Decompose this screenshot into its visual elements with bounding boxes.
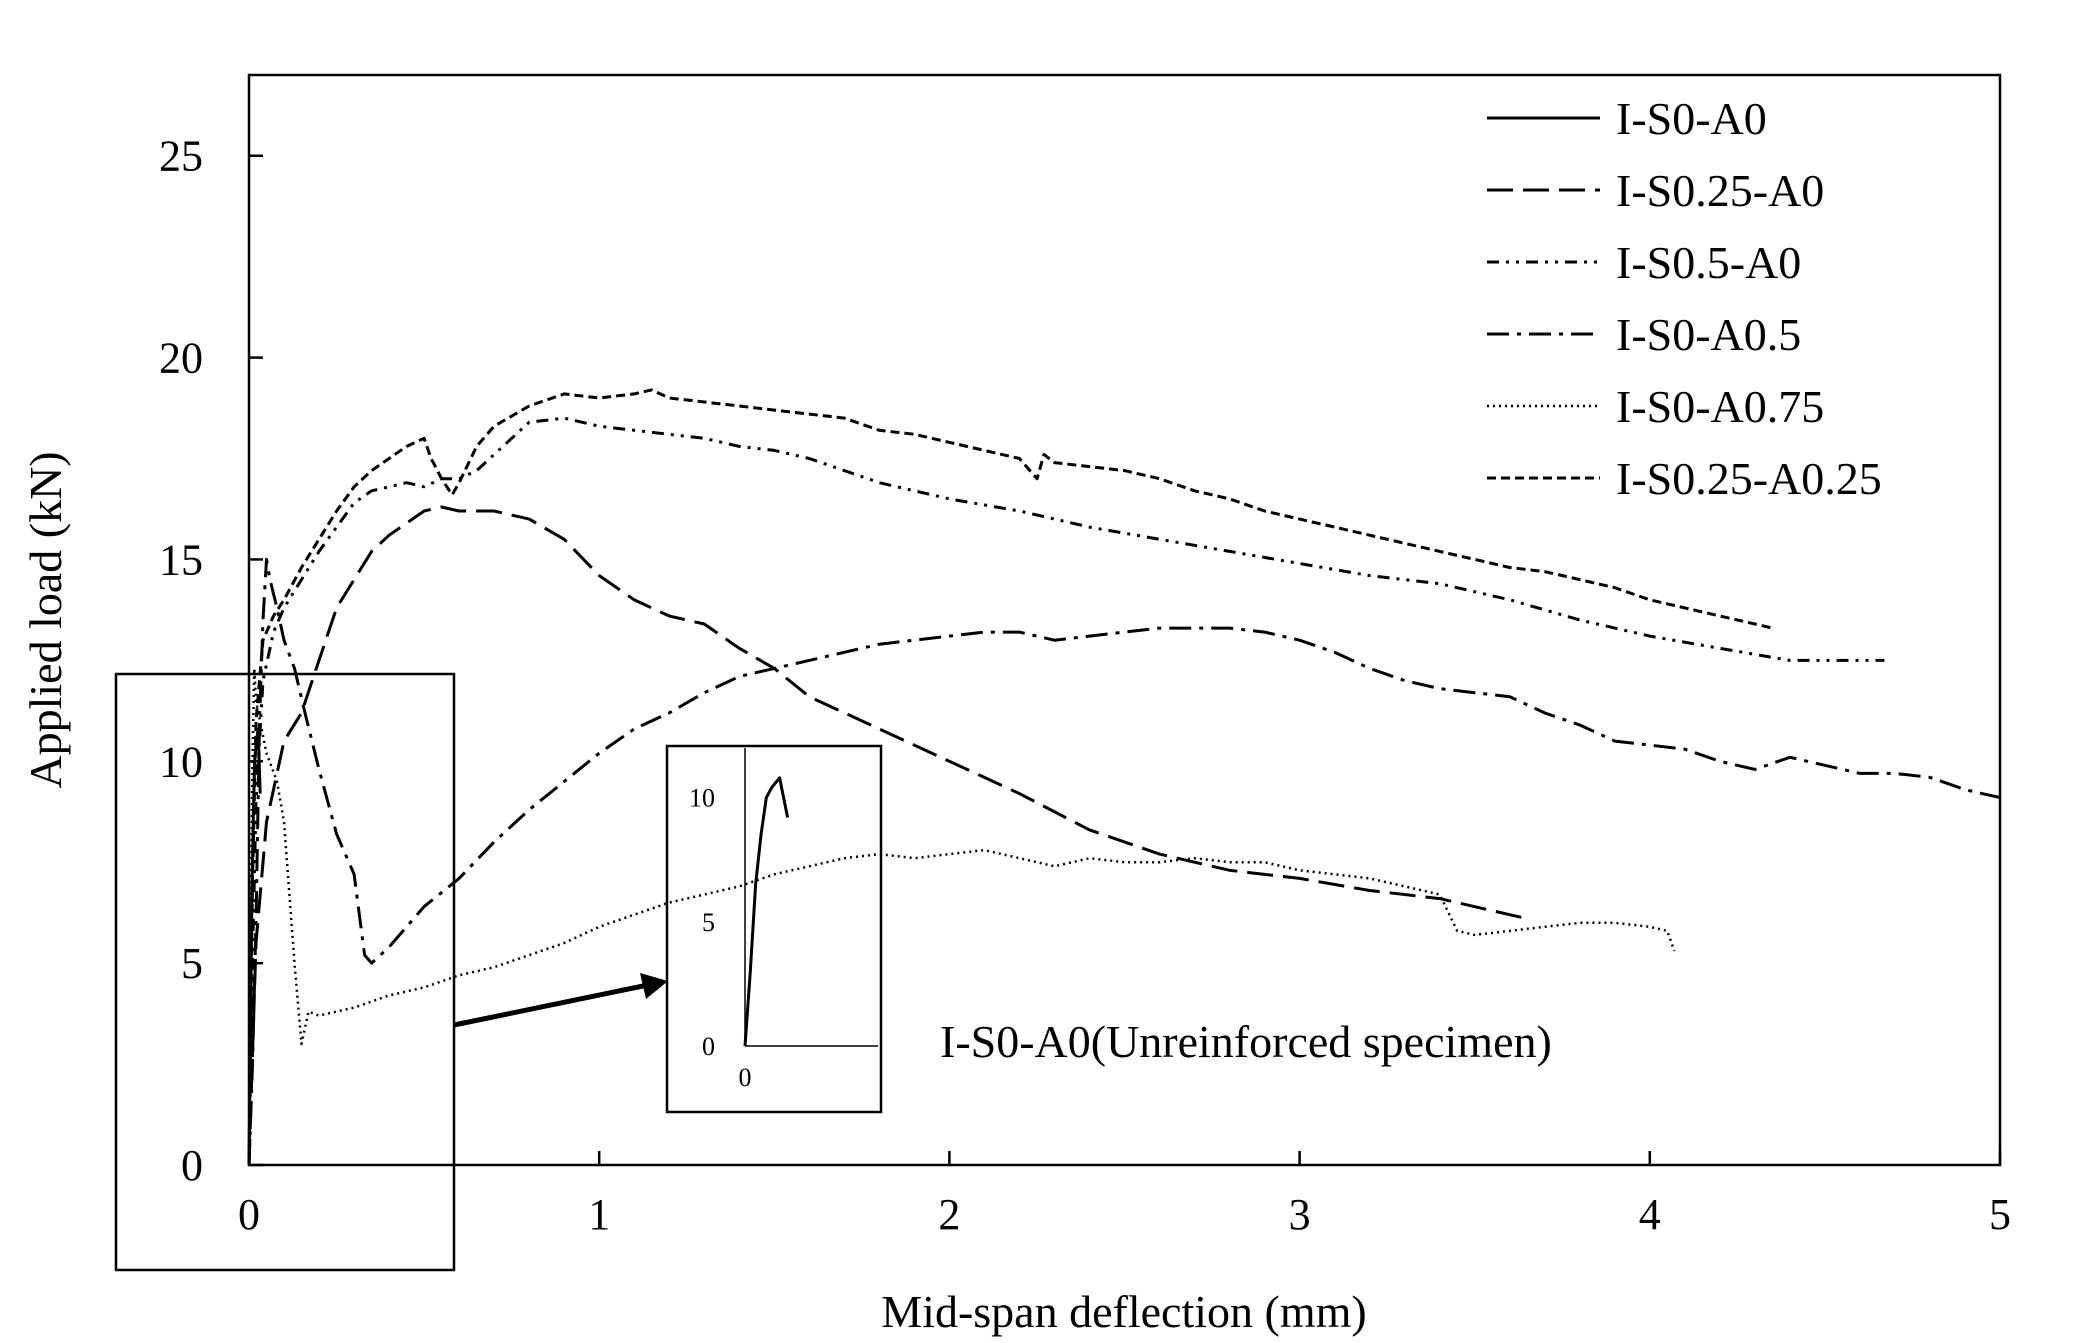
legend-label: I-S0-A0 xyxy=(1616,93,1767,144)
y-tick-label: 15 xyxy=(159,535,203,584)
legend: I-S0-A0 I-S0.25-A0 I-S0.5-A0 I-S0-A0.5 I-S0-… xyxy=(1487,93,1882,504)
series-line-I-S0-A0.5 xyxy=(247,557,2001,1166)
y-tick-label: 5 xyxy=(181,939,203,988)
x-tick-label: 5 xyxy=(1989,1190,2011,1239)
series-line-I-S0.25-A0 xyxy=(247,505,1528,1166)
inset-y-tick-label: 10 xyxy=(689,784,715,813)
y-tick-label: 0 xyxy=(181,1141,203,1190)
x-tick-label: 3 xyxy=(1289,1190,1311,1239)
x-tick-label: 0 xyxy=(238,1190,260,1239)
legend-label: I-S0.25-A0 xyxy=(1616,165,1824,216)
y-tick-label: 20 xyxy=(159,334,203,383)
plot-frame xyxy=(247,73,2002,1167)
series-line-I-S0.5-A0 xyxy=(247,416,1885,1166)
inset-annotation: I-S0-A0(Unreinforced specimen) xyxy=(940,1016,1552,1067)
inset-y-tick-label: 5 xyxy=(702,908,715,937)
inset-x-tick-label: 0 xyxy=(739,1063,752,1092)
y-axis-title: Applied load (kN) xyxy=(20,451,71,788)
series-line-I-S0.25-A0.25 xyxy=(247,388,1773,1166)
legend-label: I-S0-A0.75 xyxy=(1616,381,1824,432)
zoom-region-box xyxy=(114,672,456,1272)
inset-series-line-I-S0-A0 xyxy=(743,776,790,1047)
series-group xyxy=(247,388,2001,1166)
x-tick-label: 1 xyxy=(588,1190,610,1239)
x-tick-label: 4 xyxy=(1639,1190,1661,1239)
x-tick-label: 2 xyxy=(938,1190,960,1239)
legend-label: I-S0.25-A0.25 xyxy=(1616,453,1882,504)
inset-content: 0 5 10 0 xyxy=(689,776,790,1092)
zoom-arrow-line xyxy=(453,982,649,1028)
y-tick-label: 10 xyxy=(159,737,203,786)
legend-label: I-S0-A0.5 xyxy=(1616,309,1801,360)
y-tick-label: 25 xyxy=(159,132,203,181)
inset-y-tick-label: 0 xyxy=(702,1032,715,1061)
legend-label: I-S0.5-A0 xyxy=(1616,237,1801,288)
axis-ticks: 0 1 2 3 4 5 0 5 10 15 20 25 xyxy=(159,132,2011,1239)
inset-panel xyxy=(665,744,883,1114)
x-axis-title: Mid-span deflection (mm) xyxy=(881,1286,1366,1337)
zoom-arrow-head xyxy=(640,973,668,999)
series-line-I-S0-A0.75 xyxy=(247,667,1676,1166)
